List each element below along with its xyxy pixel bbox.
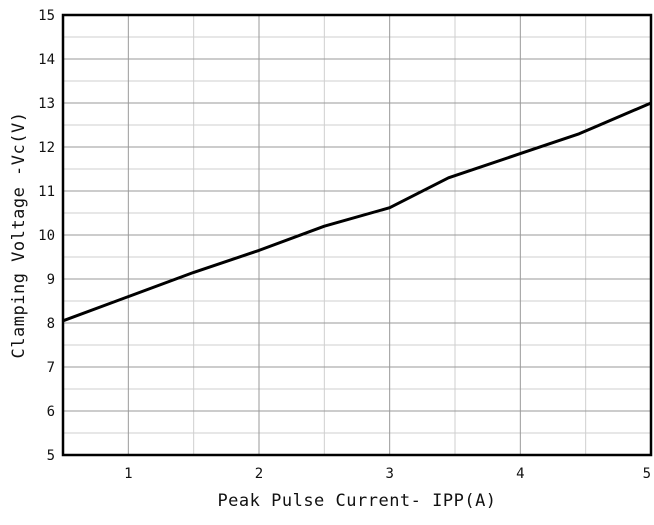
x-tick-label: 2: [255, 466, 263, 482]
y-tick-label: 5: [47, 448, 55, 464]
y-tick-label: 14: [38, 52, 55, 68]
x-axis-title: Peak Pulse Current- IPP(A): [217, 491, 496, 511]
y-tick-labels: 5 6 7 8 9 10 11 12 13 14 15: [38, 8, 55, 464]
y-tick-label: 6: [47, 404, 55, 420]
x-tick-label: 4: [516, 466, 524, 482]
y-tick-label: 10: [38, 228, 55, 244]
y-tick-label: 7: [47, 360, 55, 376]
series-line-0: [62, 101, 652, 323]
y-axis-title: Clamping Voltage -Vc(V): [9, 112, 29, 359]
y-tick-label: 13: [38, 96, 55, 112]
x-tick-labels: 1 2 3 4 5: [124, 466, 651, 482]
y-tick-label: 8: [47, 316, 55, 332]
x-tick-label: 1: [124, 466, 132, 482]
y-tick-label: 12: [38, 140, 55, 156]
y-tick-label: 11: [38, 184, 55, 200]
x-tick-label: 5: [643, 466, 651, 482]
plot-frame: [61, 13, 653, 457]
x-tick-label: 3: [385, 466, 393, 482]
y-tick-label: 15: [38, 8, 55, 24]
y-tick-label: 9: [47, 272, 55, 288]
series-layer: [62, 101, 652, 323]
